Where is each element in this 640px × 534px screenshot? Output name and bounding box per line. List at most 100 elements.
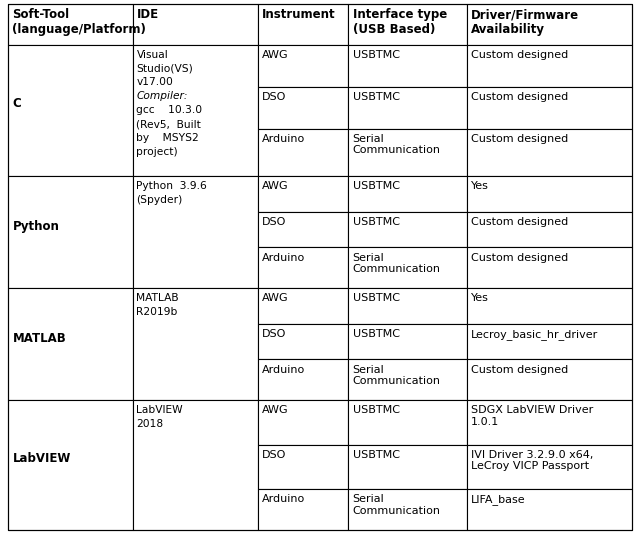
Text: DSO: DSO: [262, 92, 286, 102]
Text: USBTMC: USBTMC: [353, 329, 399, 339]
Text: DSO: DSO: [262, 329, 286, 339]
Text: SDGX LabVIEW Driver
1.0.1: SDGX LabVIEW Driver 1.0.1: [471, 405, 593, 427]
Bar: [467, 444, 632, 489]
Bar: [257, 129, 348, 176]
Bar: [257, 400, 348, 444]
Text: gcc    10.3.0: gcc 10.3.0: [136, 105, 203, 115]
Text: USBTMC: USBTMC: [353, 293, 399, 303]
Text: USBTMC: USBTMC: [353, 50, 399, 60]
Text: (Spyder): (Spyder): [136, 195, 182, 205]
Bar: [348, 45, 467, 87]
Bar: [348, 129, 467, 176]
Bar: [467, 489, 632, 530]
Bar: [467, 45, 632, 87]
Bar: [257, 489, 348, 530]
Bar: [348, 87, 467, 129]
Text: project): project): [136, 147, 178, 157]
Bar: [257, 288, 348, 324]
Text: Custom designed: Custom designed: [471, 134, 568, 144]
Bar: [348, 359, 467, 400]
Text: DSO: DSO: [262, 450, 286, 460]
Bar: [8, 176, 132, 288]
Text: Arduino: Arduino: [262, 253, 305, 263]
Bar: [467, 288, 632, 324]
Text: Custom designed: Custom designed: [471, 253, 568, 263]
Bar: [348, 247, 467, 288]
Text: Arduino: Arduino: [262, 494, 305, 505]
Bar: [348, 212, 467, 247]
Text: AWG: AWG: [262, 405, 289, 415]
Bar: [257, 212, 348, 247]
Text: LabVIEW: LabVIEW: [136, 405, 183, 415]
Bar: [132, 176, 257, 288]
Bar: [8, 45, 132, 176]
Text: Custom designed: Custom designed: [471, 365, 568, 375]
Text: Instrument: Instrument: [262, 8, 335, 21]
Bar: [8, 400, 132, 530]
Text: IDE: IDE: [137, 8, 159, 21]
Text: DSO: DSO: [262, 217, 286, 227]
Text: Interface type
(USB Based): Interface type (USB Based): [353, 8, 447, 36]
Text: USBTMC: USBTMC: [353, 92, 399, 102]
Text: Compiler:: Compiler:: [136, 91, 188, 101]
Text: Serial
Communication: Serial Communication: [353, 253, 440, 274]
Text: Yes: Yes: [471, 293, 489, 303]
Text: Soft-Tool
(language/Platform): Soft-Tool (language/Platform): [12, 8, 146, 36]
Text: R2019b: R2019b: [136, 307, 178, 317]
Text: LIFA_base: LIFA_base: [471, 494, 526, 505]
Bar: [467, 247, 632, 288]
Text: USBTMC: USBTMC: [353, 405, 399, 415]
Bar: [132, 4, 257, 45]
Text: C: C: [13, 97, 22, 111]
Bar: [8, 4, 132, 45]
Bar: [348, 324, 467, 359]
Text: (Rev5,  Built: (Rev5, Built: [136, 119, 202, 129]
Bar: [257, 247, 348, 288]
Text: LabVIEW: LabVIEW: [13, 452, 71, 465]
Bar: [132, 45, 257, 176]
Text: USBTMC: USBTMC: [353, 217, 399, 227]
Text: Driver/Firmware
Availability: Driver/Firmware Availability: [471, 8, 579, 36]
Text: Custom designed: Custom designed: [471, 92, 568, 102]
Text: MATLAB: MATLAB: [13, 332, 67, 345]
Text: Serial
Communication: Serial Communication: [353, 494, 440, 516]
Text: Arduino: Arduino: [262, 134, 305, 144]
Bar: [467, 212, 632, 247]
Bar: [467, 400, 632, 444]
Bar: [348, 400, 467, 444]
Bar: [467, 4, 632, 45]
Text: Studio(VS): Studio(VS): [136, 64, 193, 74]
Bar: [257, 87, 348, 129]
Text: Yes: Yes: [471, 182, 489, 192]
Text: IVI Driver 3.2.9.0 x64,
LeCroy VICP Passport: IVI Driver 3.2.9.0 x64, LeCroy VICP Pass…: [471, 450, 594, 472]
Text: AWG: AWG: [262, 293, 289, 303]
Text: AWG: AWG: [262, 50, 289, 60]
Text: AWG: AWG: [262, 182, 289, 192]
Text: by    MSYS2: by MSYS2: [136, 133, 199, 143]
Text: 2018: 2018: [136, 419, 164, 429]
Bar: [467, 359, 632, 400]
Bar: [8, 288, 132, 400]
Text: Visual: Visual: [136, 50, 168, 60]
Bar: [132, 288, 257, 400]
Text: Arduino: Arduino: [262, 365, 305, 375]
Bar: [132, 400, 257, 530]
Bar: [257, 359, 348, 400]
Bar: [348, 4, 467, 45]
Text: Serial
Communication: Serial Communication: [353, 365, 440, 386]
Bar: [257, 324, 348, 359]
Bar: [257, 444, 348, 489]
Text: MATLAB: MATLAB: [136, 293, 179, 303]
Text: Custom designed: Custom designed: [471, 217, 568, 227]
Bar: [467, 87, 632, 129]
Bar: [257, 4, 348, 45]
Bar: [467, 176, 632, 212]
Text: Custom designed: Custom designed: [471, 50, 568, 60]
Text: v17.00: v17.00: [136, 77, 173, 88]
Text: USBTMC: USBTMC: [353, 450, 399, 460]
Bar: [348, 489, 467, 530]
Bar: [467, 324, 632, 359]
Bar: [348, 444, 467, 489]
Text: USBTMC: USBTMC: [353, 182, 399, 192]
Bar: [348, 176, 467, 212]
